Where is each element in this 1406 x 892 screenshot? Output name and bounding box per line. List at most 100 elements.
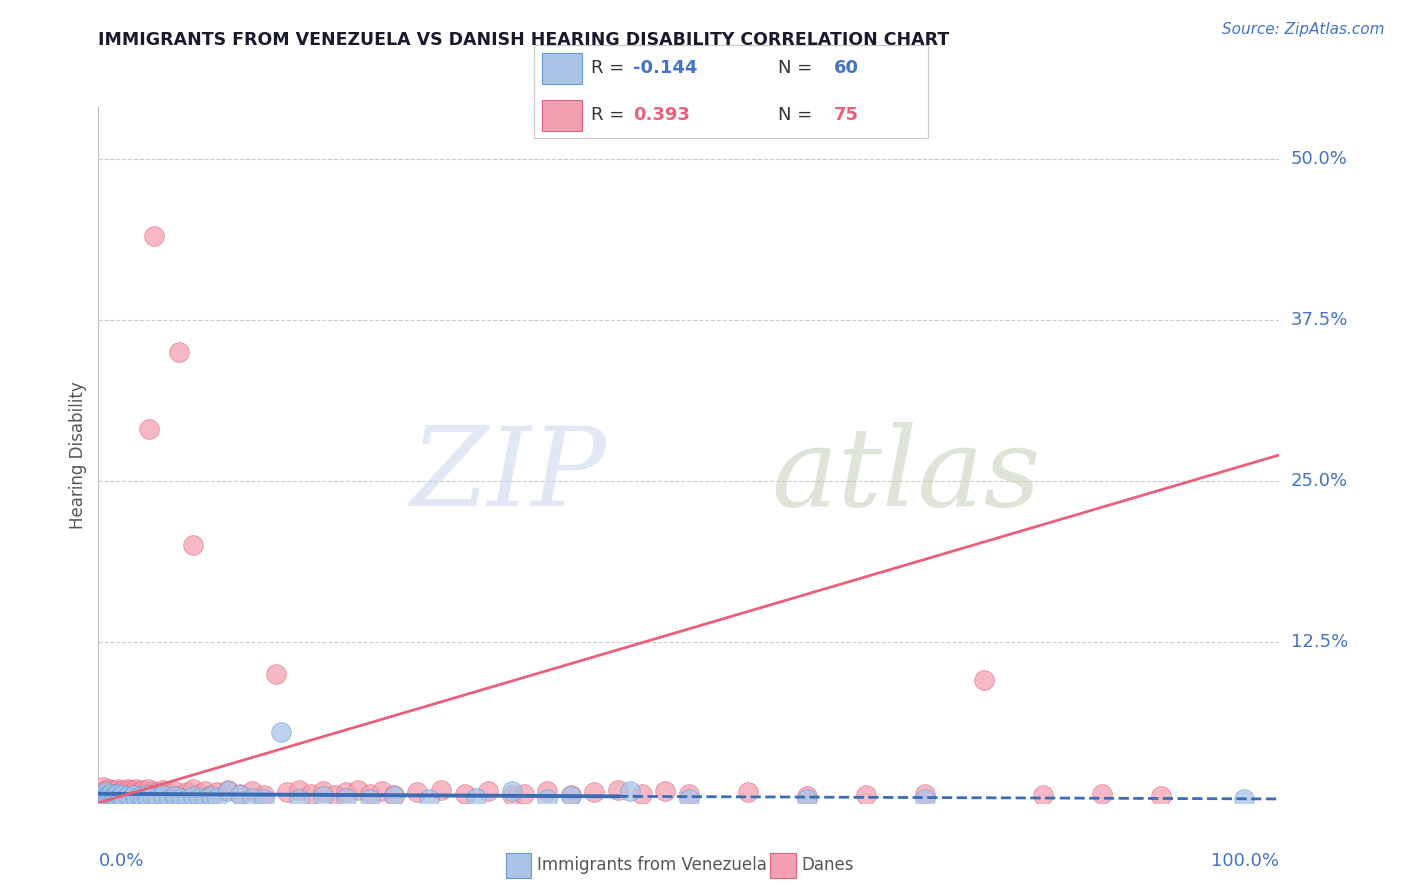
Point: [914, 787, 936, 801]
Text: 37.5%: 37.5%: [1291, 310, 1348, 328]
FancyBboxPatch shape: [543, 100, 582, 131]
Point: [371, 784, 394, 798]
Text: ZIP: ZIP: [411, 422, 606, 530]
Point: [165, 784, 187, 798]
Point: [382, 788, 405, 802]
Point: [796, 789, 818, 804]
Point: [157, 792, 180, 806]
Point: [110, 790, 132, 805]
Point: [103, 789, 125, 804]
Point: [142, 228, 165, 243]
Point: [103, 787, 125, 801]
Point: [512, 787, 534, 801]
Point: [165, 789, 187, 804]
Text: atlas: atlas: [772, 422, 1042, 530]
Point: [181, 538, 204, 552]
Point: [107, 792, 129, 806]
Point: [111, 788, 134, 802]
Point: [91, 787, 114, 801]
Point: [107, 781, 129, 796]
Point: [181, 789, 204, 804]
Point: [100, 787, 122, 801]
Point: [105, 785, 128, 799]
Point: [229, 787, 252, 801]
Point: [536, 784, 558, 798]
Point: [132, 790, 155, 805]
Point: [97, 792, 120, 806]
Point: [418, 792, 440, 806]
Point: [136, 781, 159, 796]
Point: [382, 789, 405, 804]
Point: [229, 788, 252, 802]
Text: R =: R =: [592, 106, 630, 124]
Text: IMMIGRANTS FROM VENEZUELA VS DANISH HEARING DISABILITY CORRELATION CHART: IMMIGRANTS FROM VENEZUELA VS DANISH HEAR…: [98, 31, 949, 49]
Point: [108, 789, 131, 804]
Point: [122, 784, 145, 798]
Point: [112, 785, 135, 799]
Point: [465, 790, 488, 805]
Point: [110, 784, 132, 798]
Point: [200, 789, 222, 804]
Text: 0.0%: 0.0%: [98, 852, 143, 870]
Text: Immigrants from Venezuela: Immigrants from Venezuela: [537, 856, 766, 874]
Point: [678, 787, 700, 801]
Point: [105, 790, 128, 805]
Point: [312, 789, 335, 804]
Point: [654, 784, 676, 798]
Point: [312, 784, 335, 798]
Point: [536, 792, 558, 806]
Point: [114, 788, 136, 802]
Point: [619, 784, 641, 798]
Point: [98, 781, 121, 796]
Point: [142, 784, 165, 798]
Point: [737, 785, 759, 799]
Point: [115, 784, 138, 798]
Point: [127, 785, 149, 799]
Point: [94, 783, 117, 797]
Point: [90, 789, 112, 804]
Point: [678, 792, 700, 806]
Point: [1150, 789, 1173, 804]
Point: [1032, 788, 1054, 802]
Point: [167, 344, 190, 359]
Point: [217, 784, 239, 798]
Point: [111, 788, 134, 802]
Point: [217, 783, 239, 797]
Point: [121, 790, 143, 805]
Point: [129, 784, 152, 798]
Point: [152, 783, 174, 797]
Point: [120, 785, 142, 799]
Point: [560, 788, 582, 802]
Point: [1091, 787, 1114, 801]
Point: [914, 792, 936, 806]
Point: [117, 781, 139, 796]
Point: [630, 787, 652, 801]
Point: [583, 785, 606, 799]
Text: 25.0%: 25.0%: [1291, 472, 1348, 490]
Point: [477, 784, 499, 798]
Point: [91, 792, 114, 806]
Text: N =: N =: [779, 59, 818, 77]
Point: [560, 789, 582, 804]
Point: [194, 792, 217, 806]
Point: [117, 789, 139, 804]
Point: [347, 783, 370, 797]
Point: [141, 789, 163, 804]
Point: [796, 792, 818, 806]
Point: [406, 785, 429, 799]
Point: [98, 785, 121, 799]
Point: [270, 725, 292, 739]
Text: 100.0%: 100.0%: [1212, 852, 1279, 870]
Text: -0.144: -0.144: [633, 59, 697, 77]
Text: 50.0%: 50.0%: [1291, 150, 1347, 168]
Point: [101, 783, 124, 797]
Point: [135, 785, 157, 799]
Point: [139, 787, 162, 801]
Point: [132, 783, 155, 797]
Point: [1233, 792, 1256, 806]
Point: [335, 785, 357, 799]
Point: [112, 792, 135, 806]
Point: [288, 792, 311, 806]
Point: [453, 787, 475, 801]
Text: 0.393: 0.393: [633, 106, 689, 124]
